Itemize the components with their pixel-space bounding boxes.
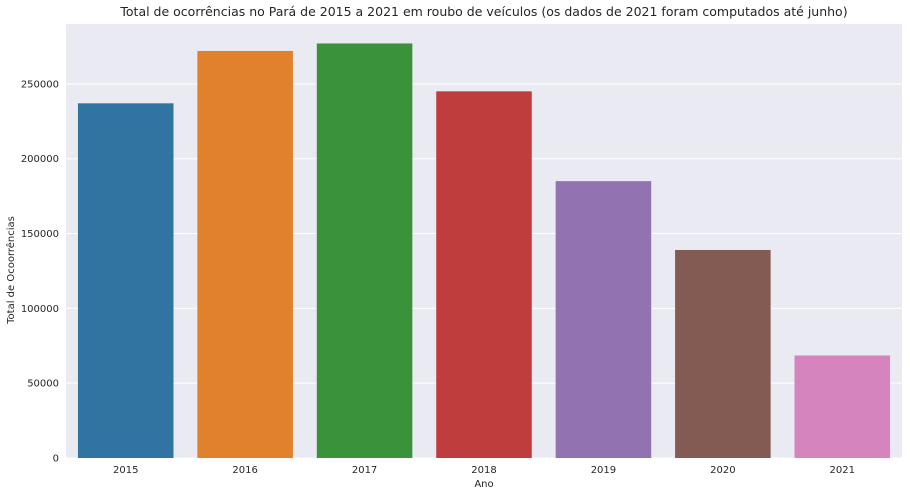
x-tick-label: 2015 <box>113 465 138 476</box>
bars <box>77 43 891 459</box>
x-tick-label: 2021 <box>830 465 855 476</box>
x-tick-label: 2016 <box>232 465 257 476</box>
x-axis-label: Ano <box>474 479 493 490</box>
y-tick-label: 0 <box>53 454 59 465</box>
bar-2021 <box>794 355 891 458</box>
x-axis-ticks: 2015 2016 2017 2018 2019 2020 2021 <box>113 465 855 476</box>
bar-2016 <box>197 50 293 459</box>
x-tick-label: 2020 <box>710 465 735 476</box>
y-axis-label: Total de Ocoorrências <box>5 216 17 325</box>
x-tick-label: 2018 <box>471 465 496 476</box>
y-tick-label: 100000 <box>21 304 59 315</box>
bar-2019 <box>555 181 652 458</box>
bar-2020 <box>675 249 771 458</box>
x-tick-label: 2019 <box>591 465 616 476</box>
bar-2017 <box>316 43 413 459</box>
y-tick-label: 250000 <box>21 79 59 90</box>
y-axis-ticks: 0 50000 100000 150000 200000 250000 <box>21 79 59 464</box>
bar-2015 <box>77 103 174 459</box>
bar-2018 <box>436 91 532 459</box>
y-tick-label: 150000 <box>21 229 59 240</box>
chart-title: Total de ocorrências no Pará de 2015 a 2… <box>119 4 847 19</box>
y-tick-label: 50000 <box>27 379 59 390</box>
x-tick-label: 2017 <box>352 465 377 476</box>
y-tick-label: 200000 <box>21 154 59 165</box>
